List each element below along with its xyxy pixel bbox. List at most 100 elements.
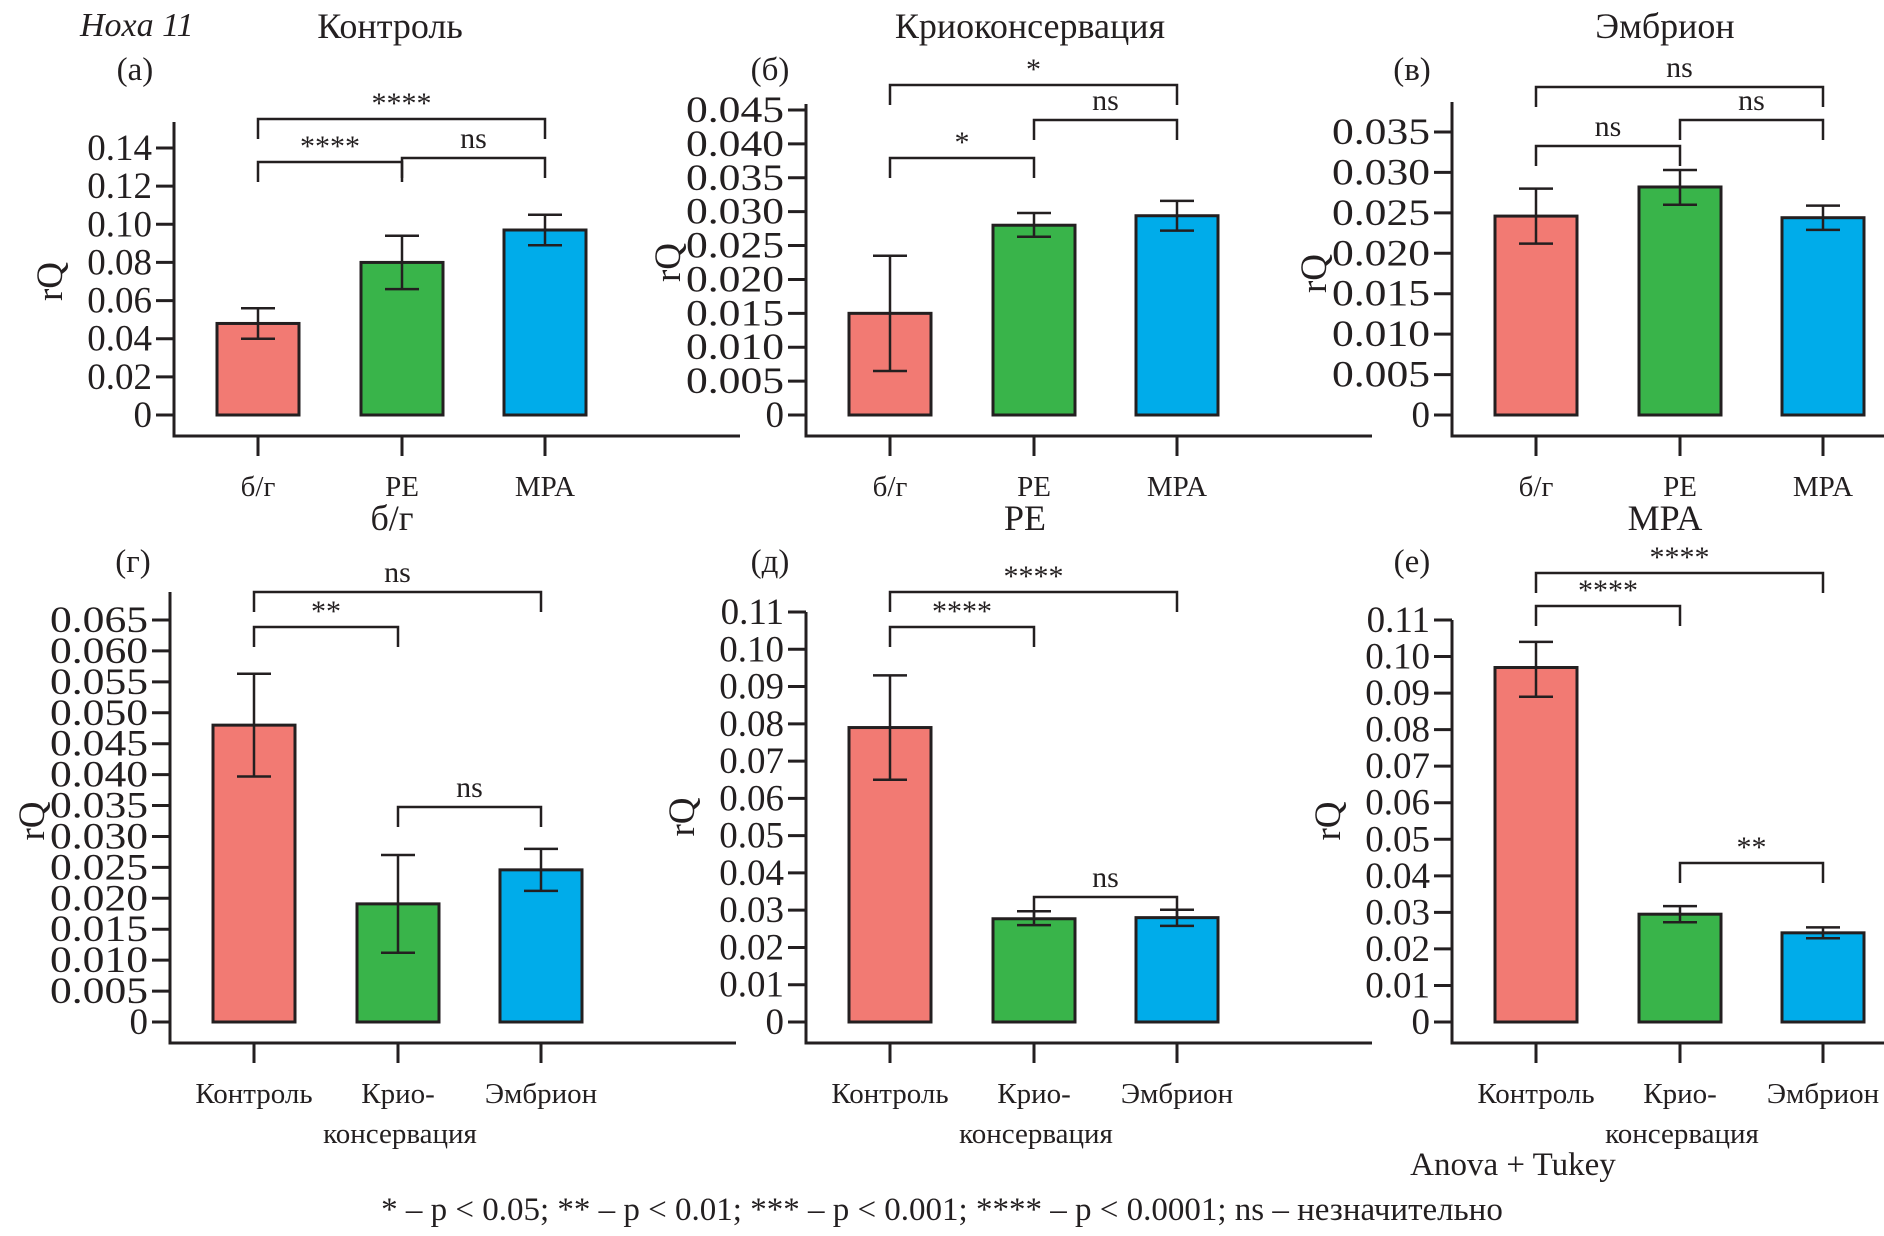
significance-label: ns: [456, 771, 483, 804]
y-tick-label: 0.040: [50, 755, 148, 796]
y-tick-label: 0.09: [1365, 673, 1430, 714]
significance-label: ****: [372, 87, 432, 120]
y-tick-label: 0.01: [1365, 965, 1430, 1006]
x-tick-label: Эмбрион: [1767, 1078, 1879, 1110]
y-tick-label: 0.010: [1332, 314, 1430, 355]
y-tick-label: 0.10: [87, 204, 152, 245]
significance-bracket: [1534, 604, 1682, 626]
x-tick-label: Эмбрион: [1121, 1078, 1233, 1110]
y-tick-label: 0.10: [719, 629, 784, 670]
significance-bracket: [888, 590, 1179, 612]
x-tick-label: PE: [1017, 471, 1051, 503]
x-tick-label: б/г: [241, 471, 276, 503]
y-tick-label: 0.09: [719, 667, 784, 708]
significance-label: ns: [1092, 861, 1119, 894]
significance-bracket: [1032, 118, 1179, 140]
y-tick-label: 0.14: [87, 128, 152, 169]
y-tick-label: 0: [766, 1002, 785, 1043]
x-tick-label-line: консервация: [323, 1118, 477, 1150]
bar-2: [1637, 912, 1723, 1024]
significance-label: ns: [1092, 84, 1119, 117]
y-tick-label: 0.02: [87, 357, 152, 398]
y-tick-label: 0.020: [50, 878, 148, 919]
x-tick-label: MPA: [515, 471, 575, 503]
significance-label: ****: [1650, 541, 1710, 574]
significance-bracket: [1032, 895, 1179, 917]
significance-label: ****: [1578, 574, 1638, 607]
y-tick-label: 0.055: [50, 662, 148, 703]
chart-panel-f: MPA(е)rQ00.010.020.030.040.050.060.070.0…: [1308, 498, 1884, 1150]
y-tick-label: 0.02: [1365, 929, 1430, 970]
significance-label: **: [1737, 831, 1767, 864]
x-tick-label: Контроль: [195, 1078, 312, 1110]
y-tick-label: 0.005: [1332, 355, 1430, 396]
y-tick-label: 0: [130, 1002, 149, 1043]
panel-label: (б): [751, 52, 790, 88]
x-tick-label: Контроль: [1477, 1078, 1594, 1110]
x-tick-label: б/г: [873, 471, 908, 503]
significance-bracket: [888, 625, 1036, 647]
bar-1: [1493, 214, 1579, 417]
y-tick-label: 0.11: [721, 592, 784, 633]
panel-label: (г): [115, 544, 151, 580]
y-tick-label: 0.035: [686, 158, 784, 199]
significance-label: *: [955, 126, 970, 159]
y-tick-label: 0.025: [1332, 193, 1430, 234]
y-tick-label: 0.035: [1332, 112, 1430, 153]
panel-label: (е): [1394, 544, 1431, 580]
significance-label: ns: [1738, 84, 1765, 117]
significance-bracket: [400, 156, 547, 178]
method-note: Anova + Tukey: [1410, 1147, 1616, 1183]
y-tick-label: 0.025: [50, 847, 148, 888]
y-tick-label: 0.065: [50, 600, 148, 641]
bar-3: [1134, 916, 1220, 1024]
chart-panel-e: PE (д) rQ 00.010.020.030.040.050.060.070.08…: [662, 498, 1372, 1150]
panels: Контроль(а)rQ00.020.040.060.080.100.120.…: [12, 6, 1884, 1150]
significance-bracket: [252, 590, 543, 612]
x-tick-label: Крио-консервация: [323, 1078, 477, 1150]
x-tick-label: PE: [1663, 471, 1697, 503]
panel-title: б/г: [370, 498, 413, 538]
y-tick-label: 0.020: [686, 259, 784, 300]
bar-1: [1493, 666, 1579, 1024]
y-tick-label: 0: [1412, 1002, 1431, 1043]
y-tick-label: 0.020: [1332, 233, 1430, 274]
panel-title: Контроль: [317, 6, 463, 46]
x-tick-label-line: консервация: [959, 1118, 1113, 1150]
y-tick-label: 0.015: [1332, 274, 1430, 315]
x-tick-label: PE: [385, 471, 419, 503]
y-tick-label: 0.12: [87, 166, 152, 207]
bar-3: [502, 228, 588, 417]
panel-title: Криоконсервация: [895, 6, 1165, 46]
y-tick-label: 0.030: [1332, 152, 1430, 193]
panel-title: MPA: [1628, 498, 1703, 538]
significance-bracket: [396, 805, 543, 827]
y-tick-label: 0.08: [87, 242, 152, 283]
gene-label: Hoxa 11: [79, 7, 194, 44]
y-tick-label: 0.08: [1365, 710, 1430, 751]
y-tick-label: 0.04: [719, 853, 784, 894]
y-tick-label: 0.05: [1365, 819, 1430, 860]
chart-panel-c: Эмбрион(в)rQ00.0050.0100.0150.0200.0250.…: [1294, 6, 1884, 503]
y-tick-label: 0.07: [1365, 746, 1430, 787]
panel-label: (в): [1393, 52, 1431, 88]
significance-label: ****: [932, 595, 992, 628]
bar-2: [991, 917, 1077, 1024]
y-tick-label: 0: [134, 395, 153, 436]
significance-label: *: [1026, 53, 1041, 86]
y-axis-label: rQ: [662, 797, 703, 836]
y-tick-label: 0.015: [686, 293, 784, 334]
y-tick-label: 0.03: [719, 890, 784, 931]
y-tick-label: 0.040: [686, 124, 784, 165]
bar-3: [1780, 931, 1866, 1024]
y-tick-label: 0.06: [719, 778, 784, 819]
panel-title: PE: [1004, 498, 1046, 538]
bar-3: [1134, 214, 1220, 417]
y-tick-label: 0.030: [50, 816, 148, 857]
y-tick-label: 0.02: [719, 927, 784, 968]
chart-panel-a: Контроль (а) rQ 00.020.040.060.080.100.120.…: [30, 6, 740, 503]
y-tick-label: 0.08: [719, 704, 784, 745]
significance-bracket: [252, 625, 400, 647]
x-tick-label: Контроль: [831, 1078, 948, 1110]
significance-legend: * – p < 0.05; ** – p < 0.01; *** – p < 0…: [381, 1192, 1503, 1228]
